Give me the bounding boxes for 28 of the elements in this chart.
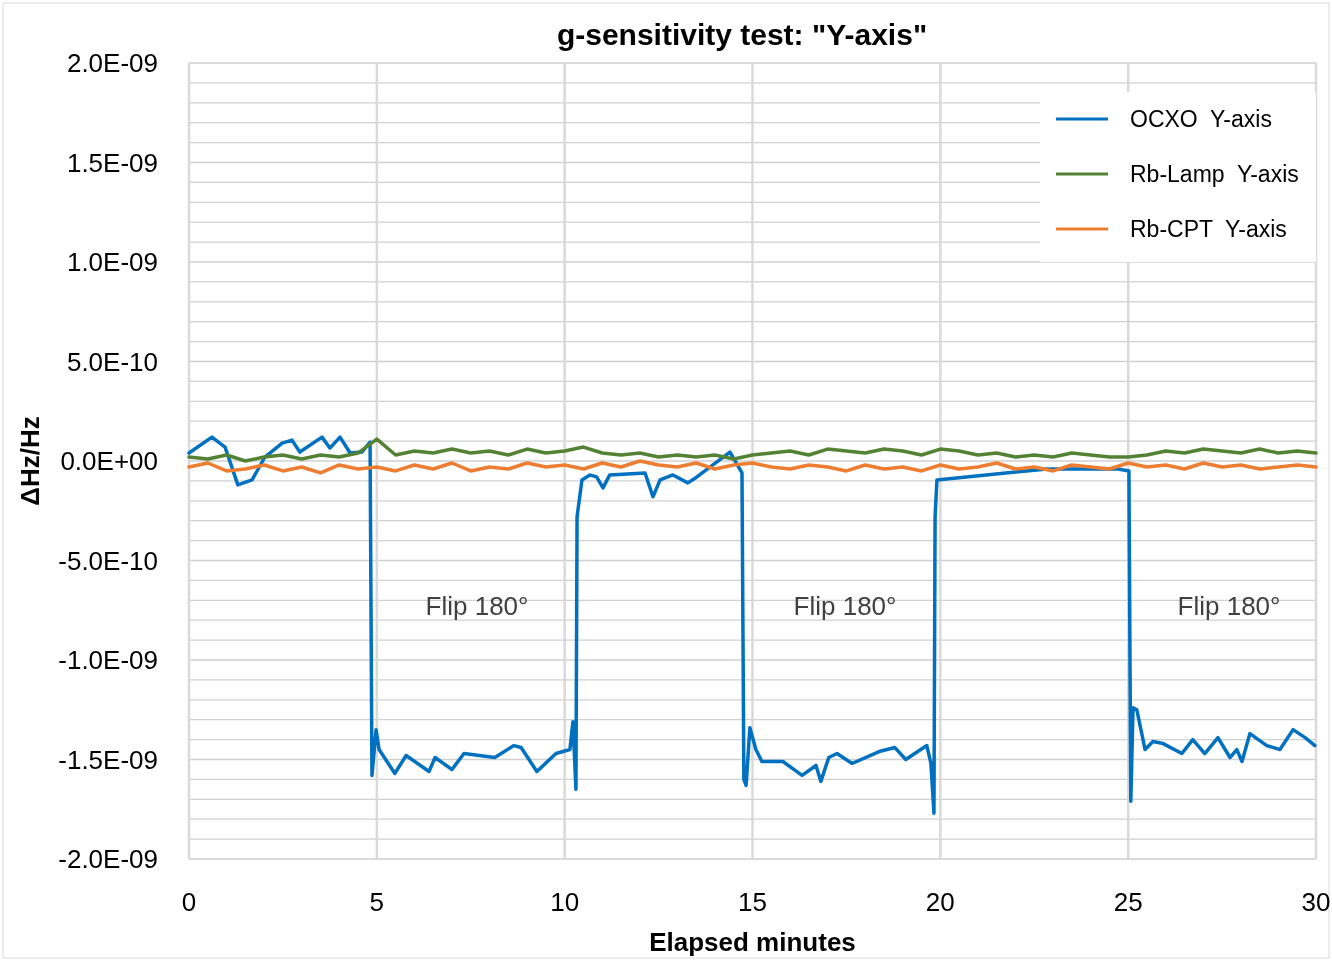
x-axis-title: Elapsed minutes <box>649 927 856 958</box>
y-tick-label: 2.0E-09 <box>66 48 158 79</box>
annotation: Flip 180° <box>1177 591 1281 622</box>
y-tick-label: -2.0E-09 <box>58 844 158 875</box>
line-series <box>187 435 1317 815</box>
x-tick-label: 20 <box>925 887 955 918</box>
line-series <box>187 437 1318 463</box>
x-tick-label: 0 <box>181 887 197 918</box>
legend-label: OCXO Y-axis <box>1130 106 1272 133</box>
line-series <box>187 459 1318 475</box>
x-tick-label: 5 <box>369 887 385 918</box>
x-tick-label: 25 <box>1113 887 1143 918</box>
legend-label: Rb-Lamp Y-axis <box>1130 161 1299 188</box>
y-tick-label: -1.0E-09 <box>58 645 158 676</box>
y-tick-label: 1.5E-09 <box>66 147 158 178</box>
chart-title: g-sensitivity test: "Y-axis" <box>556 17 928 51</box>
y-tick-label: 1.0E-09 <box>66 247 158 278</box>
y-axis-title: ΔHz/Hz <box>15 416 46 506</box>
y-tick-label: 5.0E-10 <box>66 346 158 377</box>
annotation: Flip 180° <box>425 591 529 622</box>
legend-label: Rb-CPT Y-axis <box>1130 216 1287 243</box>
x-tick-label: 10 <box>550 887 580 918</box>
y-tick-label: -1.5E-09 <box>58 744 158 775</box>
x-tick-label: 15 <box>738 887 767 918</box>
x-tick-label: 30 <box>1301 887 1331 918</box>
annotation: Flip 180° <box>793 591 897 622</box>
y-tick-label: -5.0E-10 <box>58 545 158 576</box>
y-tick-label: 0.0E+00 <box>60 446 158 477</box>
